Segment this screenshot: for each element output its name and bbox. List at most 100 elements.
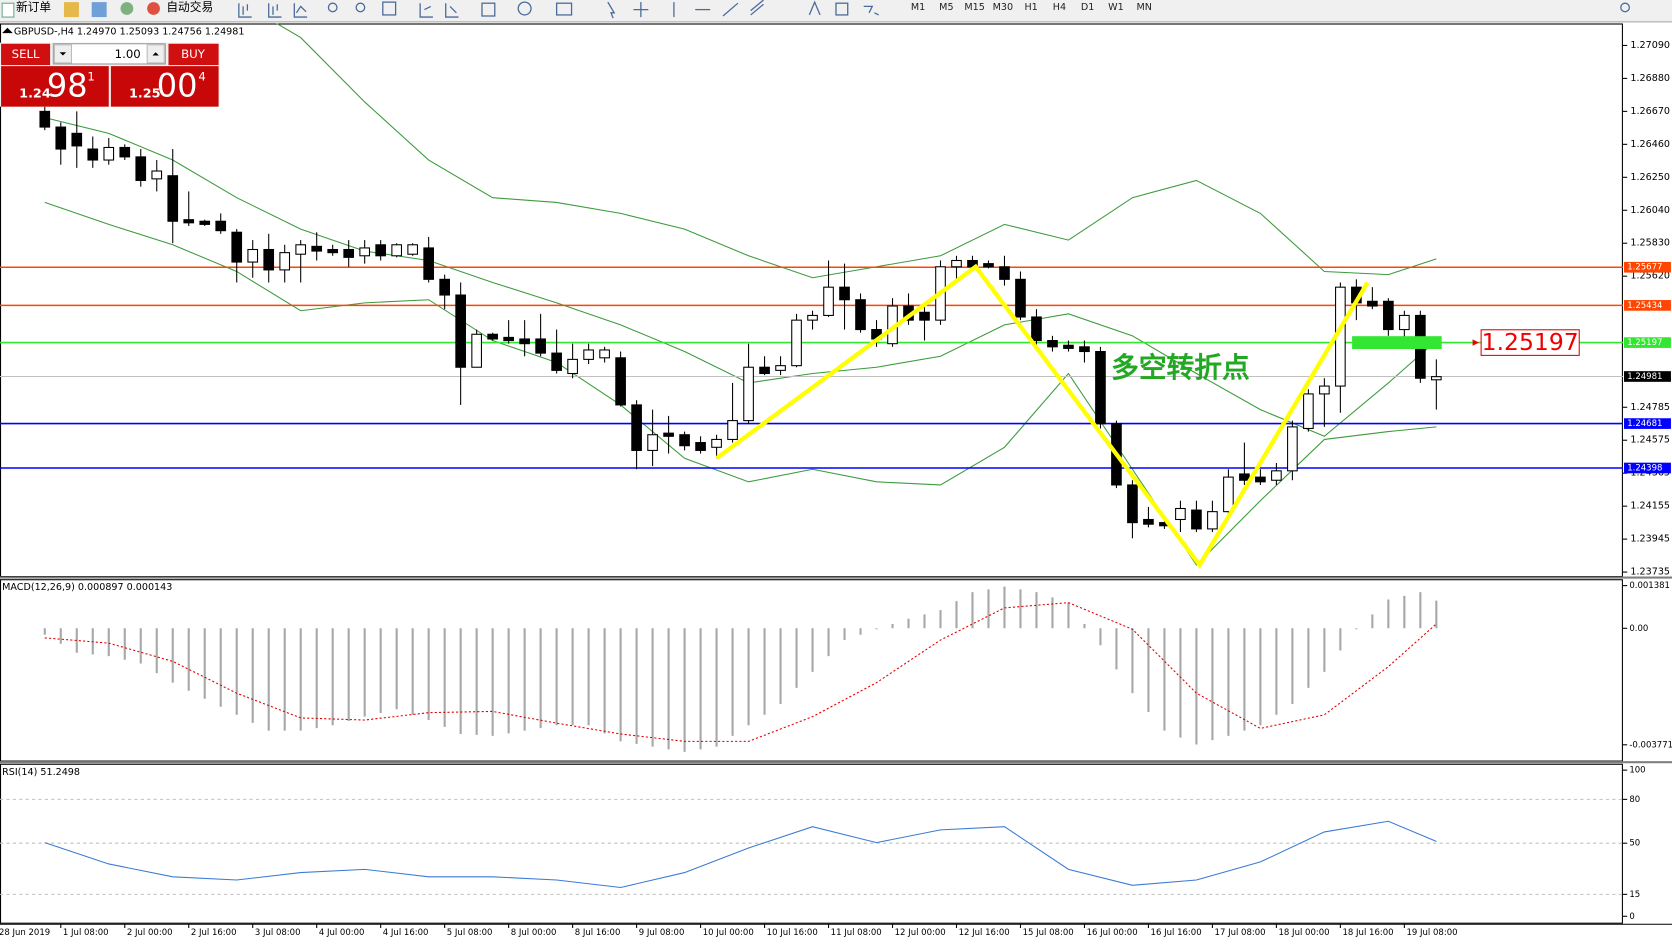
- sell-bg: [1, 43, 51, 66]
- buy-button[interactable]: BUY: [168, 43, 219, 66]
- candle-body: [1127, 484, 1138, 524]
- x-tick-label: 16 Jul 00:00: [1087, 928, 1138, 938]
- icon[interactable]: [120, 2, 134, 15]
- icon[interactable]: [445, 3, 459, 18]
- timeframe-button[interactable]: M30: [993, 2, 1013, 13]
- icon[interactable]: [722, 2, 739, 17]
- candle-body: [759, 366, 770, 375]
- x-tick-label: 2 Jul 16:00: [191, 928, 237, 938]
- level-tag: [1624, 337, 1671, 348]
- sell-button[interactable]: SELL: [1, 43, 51, 66]
- x-tick-label: 28 Jun 2019: [0, 928, 50, 938]
- candle-body: [247, 248, 259, 263]
- icon[interactable]: [863, 5, 879, 16]
- x-tick-label: 10 Jul 00:00: [703, 928, 754, 938]
- auto-trading-button[interactable]: 自动交易: [147, 0, 213, 15]
- annotation: 多空转折点: [1111, 351, 1250, 384]
- timeframe-button[interactable]: D1: [1081, 2, 1094, 13]
- zigzag-line: [715, 263, 1370, 569]
- x-tick-label: 3 Jul 08:00: [255, 928, 301, 938]
- level-label: 1.24398: [1627, 464, 1662, 474]
- x-tick-label: 15 Jul 08:00: [1023, 928, 1074, 938]
- candle-body: [823, 286, 834, 316]
- candle-body: [231, 231, 243, 263]
- icon[interactable]: [355, 2, 366, 13]
- x-tick-label: 1 Jul 08:00: [63, 928, 109, 938]
- candle-body: [439, 278, 450, 296]
- x-tick-label: 8 Jul 16:00: [575, 928, 621, 938]
- y-tick-label: -0.003771: [1629, 740, 1672, 750]
- timeframe-button[interactable]: M5: [939, 2, 953, 13]
- candle-body: [327, 248, 339, 254]
- candle-body: [807, 314, 818, 321]
- icon: [147, 2, 160, 15]
- candle-body: [679, 434, 690, 447]
- icon[interactable]: [63, 2, 79, 18]
- candle-body: [663, 432, 674, 437]
- icon[interactable]: [1620, 2, 1630, 13]
- icon[interactable]: [91, 2, 107, 18]
- y-tick-label: 1.25830: [1630, 238, 1670, 249]
- buy-label: BUY: [181, 47, 206, 61]
- timeframe-button[interactable]: M1: [911, 2, 925, 13]
- axes: 1.27090 1.26880 1.26670 1.26460 1.26250 1.260…: [0, 40, 1672, 938]
- timeframe-button[interactable]: M15: [964, 2, 984, 13]
- y-tick-label: 50: [1629, 839, 1640, 849]
- candle-body: [199, 220, 211, 225]
- icon[interactable]: [327, 2, 338, 13]
- y-tick-label: 15: [1629, 890, 1640, 900]
- candle-body: [519, 338, 530, 345]
- candle-body: [775, 365, 786, 371]
- level-tag: [1624, 300, 1671, 311]
- y-tick-label: 1.26670: [1630, 106, 1670, 117]
- sell-label: SELL: [12, 47, 40, 61]
- candle-body: [1207, 511, 1218, 530]
- x-tick-label: 2 Jul 00:00: [127, 928, 173, 938]
- candle-body: [855, 299, 866, 331]
- icon[interactable]: [835, 2, 849, 16]
- candle-body: [551, 352, 562, 371]
- price-arrow: [1472, 339, 1479, 346]
- icon[interactable]: [517, 1, 532, 16]
- icon[interactable]: [481, 2, 496, 17]
- level-label: 1.24981: [1627, 372, 1662, 382]
- timeframe-button[interactable]: H4: [1053, 2, 1066, 13]
- bid-box[interactable]: [1, 66, 109, 107]
- candle-body: [1079, 346, 1090, 353]
- timeframe-button[interactable]: W1: [1108, 2, 1124, 13]
- ask-box[interactable]: [110, 66, 219, 107]
- x-tick-label: 4 Jul 16:00: [383, 928, 429, 938]
- candle-body: [119, 146, 131, 158]
- candle-body: [391, 244, 403, 257]
- timeframe-button[interactable]: H1: [1024, 2, 1037, 13]
- candle-body: [1031, 316, 1042, 342]
- y-tick-label: 1.23735: [1630, 567, 1670, 578]
- icon[interactable]: [293, 3, 308, 18]
- y-tick-label: 1.26040: [1630, 205, 1670, 216]
- buy-bg: [168, 43, 219, 66]
- candle-body: [1383, 300, 1394, 331]
- candle-body: [503, 336, 514, 342]
- icon[interactable]: [607, 1, 616, 19]
- icon[interactable]: [382, 1, 397, 16]
- icon[interactable]: [238, 3, 252, 18]
- new-order-label: 新订单: [16, 0, 51, 14]
- x-tick-label: 17 Jul 08:00: [1215, 928, 1266, 938]
- timeframe-button[interactable]: MN: [1136, 2, 1151, 13]
- bid-fraction: 1: [87, 69, 94, 83]
- bollinger-lower: [44, 201, 1437, 566]
- icon[interactable]: [419, 3, 433, 18]
- lots-input[interactable]: [52, 43, 166, 65]
- icon[interactable]: [555, 2, 573, 16]
- new-order-button[interactable]: 新订单: [1, 0, 51, 18]
- macd-plot: [43, 586, 1438, 752]
- icon[interactable]: [268, 3, 282, 18]
- candle-body: [343, 248, 355, 258]
- icon[interactable]: [633, 2, 649, 18]
- icon[interactable]: [808, 0, 821, 16]
- toolbar-icons[interactable]: [238, 0, 1630, 19]
- icon[interactable]: [750, 0, 764, 16]
- candle-body: [215, 220, 227, 232]
- candle-body: [311, 245, 323, 252]
- candle-body: [1095, 351, 1106, 425]
